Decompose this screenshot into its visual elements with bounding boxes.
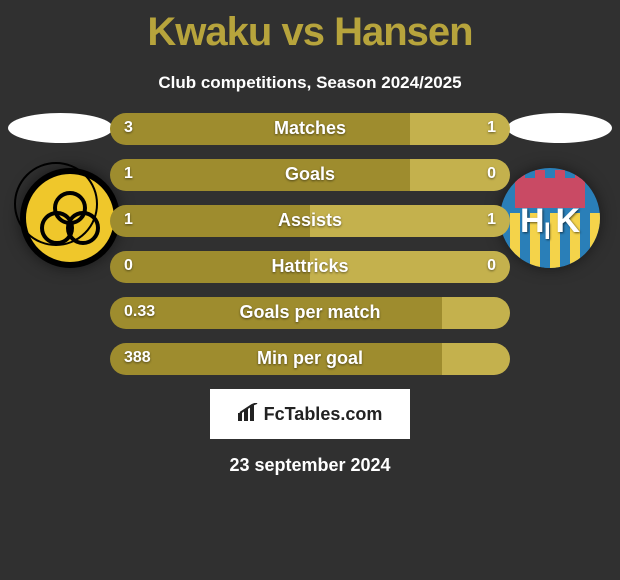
page-subtitle: Club competitions, Season 2024/2025 bbox=[0, 73, 620, 93]
player-silhouette-left bbox=[8, 113, 113, 143]
stat-row: 0.33Goals per match bbox=[110, 297, 510, 329]
team-logo-right: H I K bbox=[500, 168, 600, 268]
stat-label: Min per goal bbox=[110, 348, 510, 369]
player-silhouette-right bbox=[507, 113, 612, 143]
stat-row: 10Goals bbox=[110, 159, 510, 191]
stat-label: Matches bbox=[110, 118, 510, 139]
page-title: Kwaku vs Hansen bbox=[0, 0, 620, 55]
date-label: 23 september 2024 bbox=[0, 455, 620, 476]
stat-label: Goals per match bbox=[110, 302, 510, 323]
stats-bars: 31Matches 10Goals 11Assists 00Hattricks 0.33… bbox=[110, 113, 510, 375]
brand-label: FcTables.com bbox=[264, 404, 383, 425]
stat-row: 31Matches bbox=[110, 113, 510, 145]
stat-row: 11Assists bbox=[110, 205, 510, 237]
brand-badge: FcTables.com bbox=[210, 389, 410, 439]
stat-label: Goals bbox=[110, 164, 510, 185]
comparison-panel: H I K 31Matches 10Goals 11Assists 00Hattric… bbox=[0, 113, 620, 476]
stat-label: Hattricks bbox=[110, 256, 510, 277]
stat-label: Assists bbox=[110, 210, 510, 231]
stat-row: 00Hattricks bbox=[110, 251, 510, 283]
team-logo-left bbox=[20, 168, 120, 268]
chart-icon bbox=[238, 403, 258, 426]
stat-row: 388Min per goal bbox=[110, 343, 510, 375]
